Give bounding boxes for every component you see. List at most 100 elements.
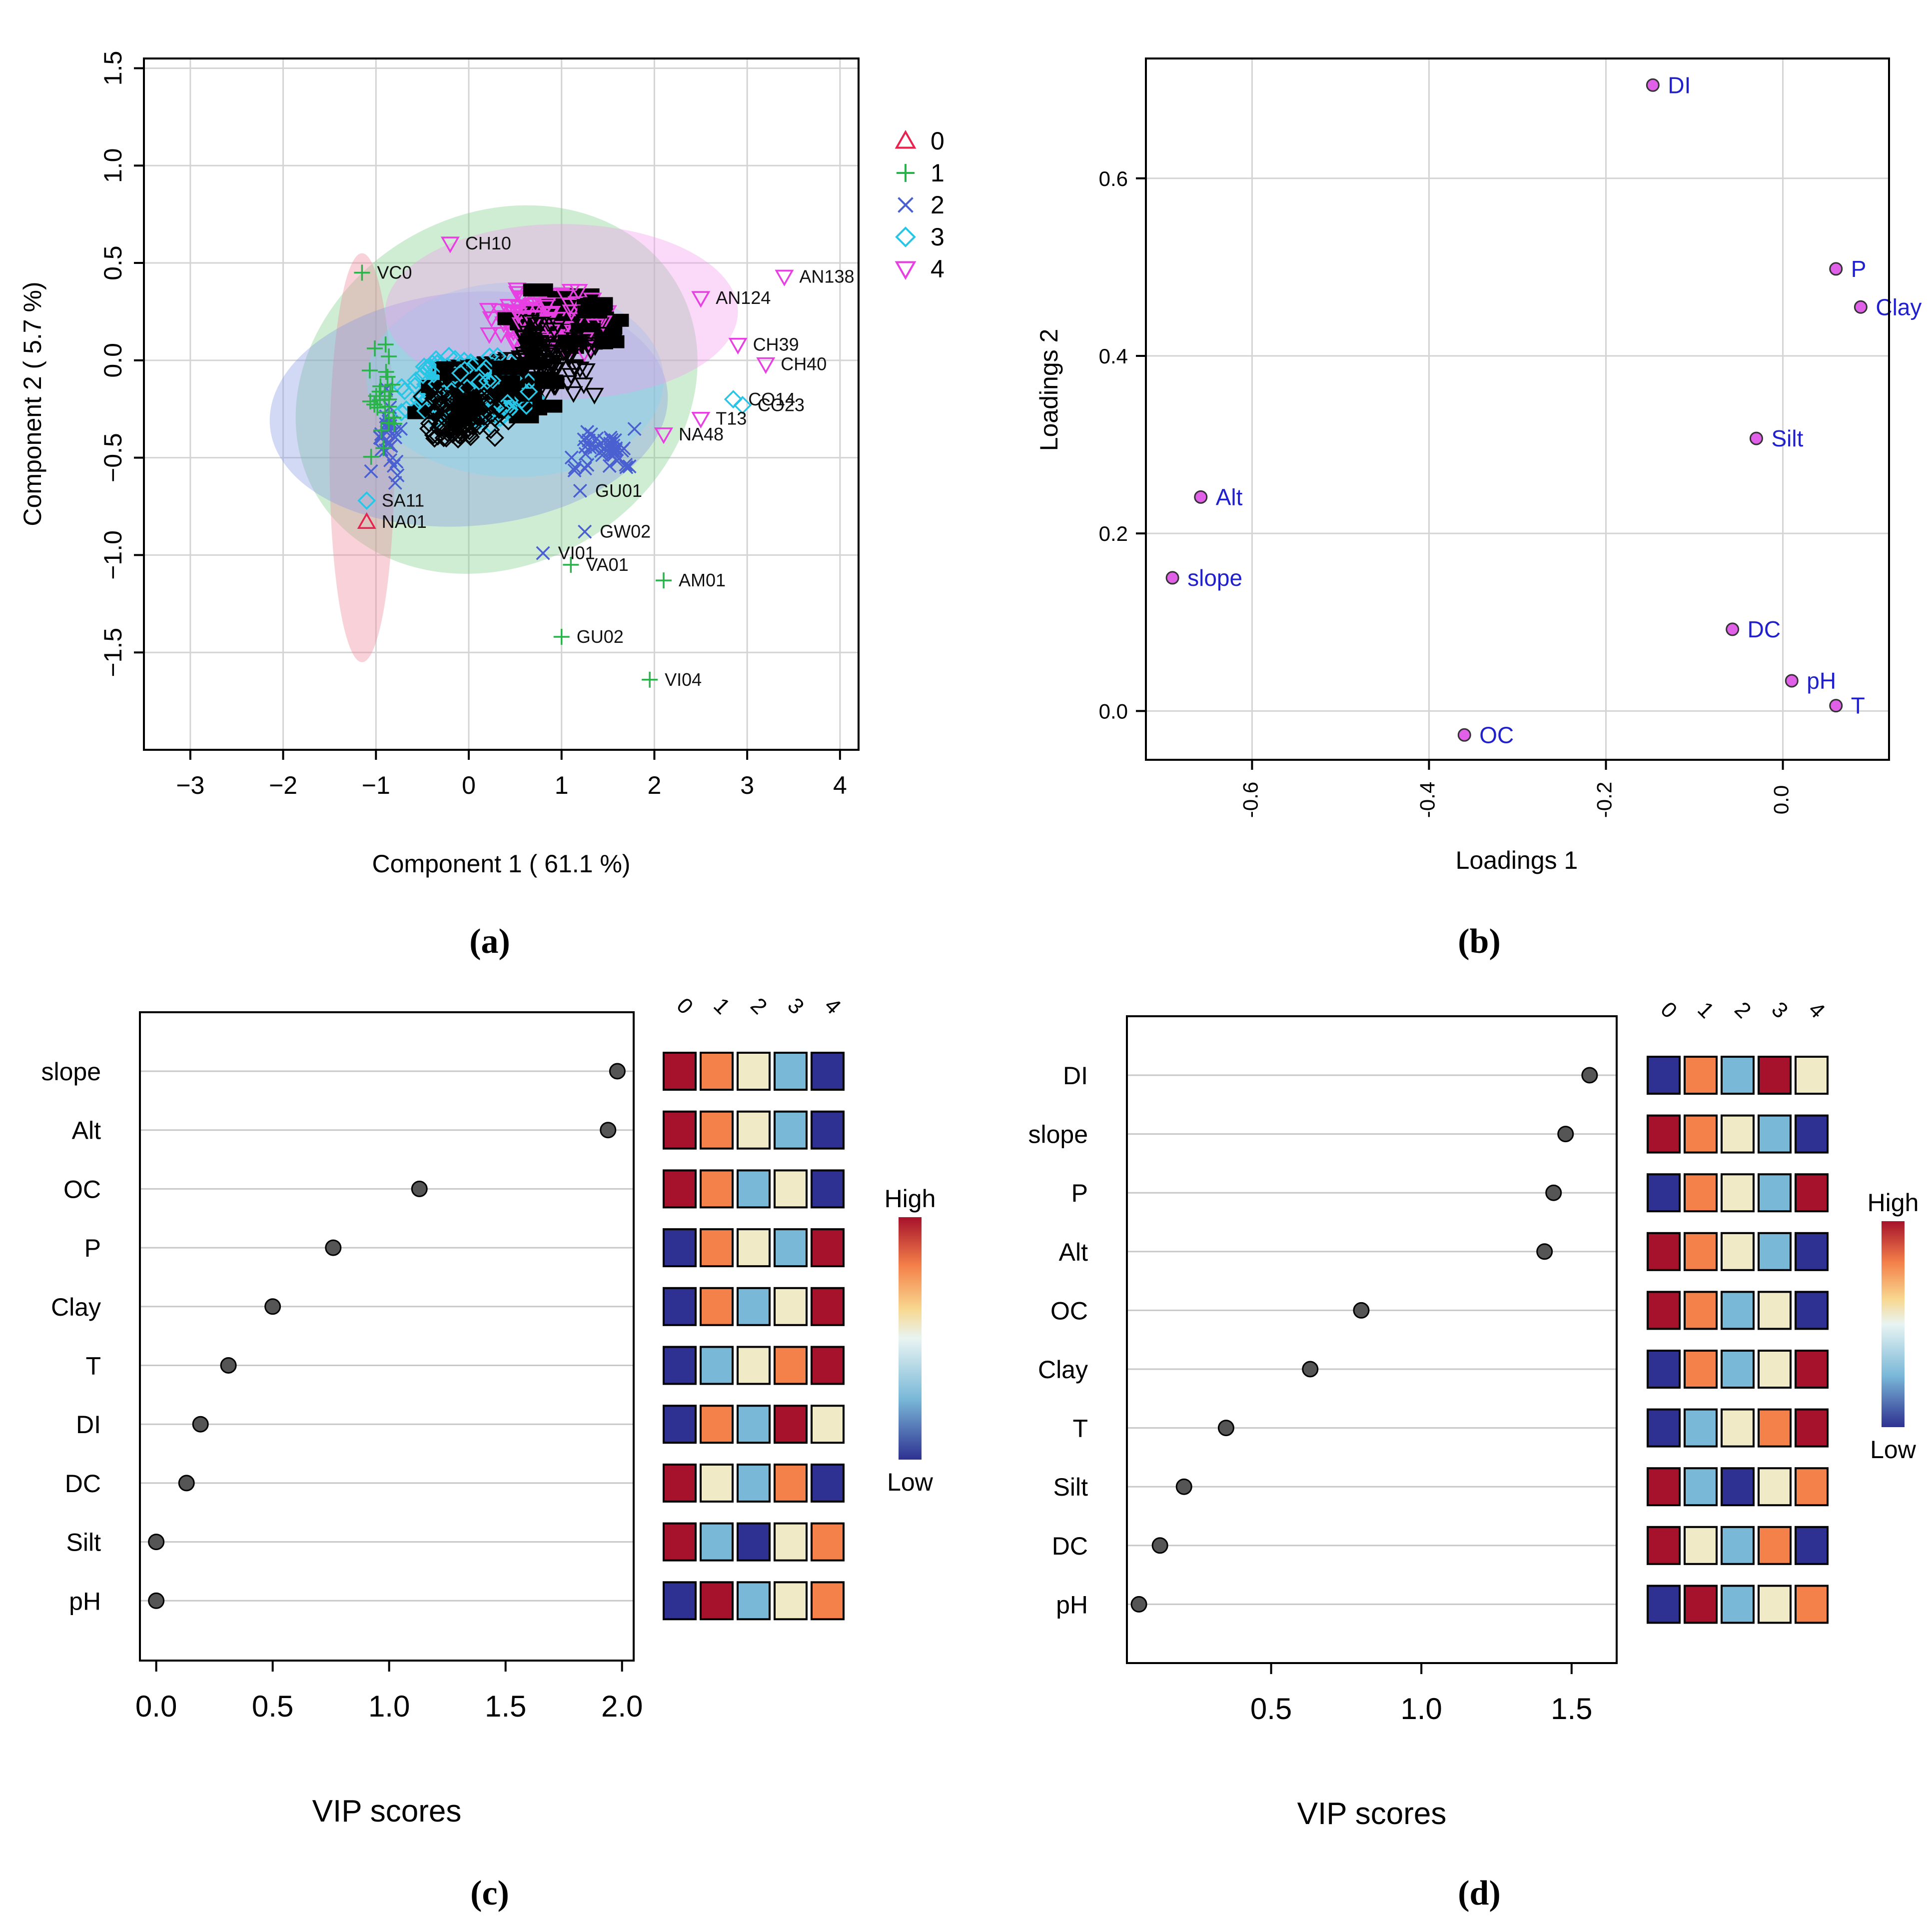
d-heatmap-cell [1795, 1350, 1829, 1389]
cloud-point [592, 438, 606, 452]
cloud-point [377, 336, 394, 353]
c-heatmap-cell [663, 1463, 697, 1503]
cloud-point [436, 418, 455, 437]
cross-marker [619, 460, 634, 474]
labeled-point-marker [642, 671, 658, 688]
c-heatmap-cell [811, 1405, 845, 1444]
plus-marker [361, 362, 378, 379]
panel-b-grid [1146, 58, 1889, 760]
legend-label-4: 4 [931, 255, 945, 283]
cloud-point [514, 329, 534, 346]
panel-b-axes: -0.6 -0.4 -0.2 0.0 0.0 0.2 0.4 0.6 [1099, 167, 1793, 818]
diamond-marker [470, 416, 489, 435]
d-heatmap-cell [1647, 1232, 1681, 1271]
diamond-marker [471, 388, 490, 407]
cloud-point [568, 460, 582, 475]
d-heatmap-column-label: 2 [1730, 997, 1756, 1023]
cloud-point [584, 427, 598, 441]
labeled-point-marker [357, 512, 376, 529]
loading-label: OC [1479, 722, 1514, 748]
cross-marker [384, 439, 398, 453]
cloud-point [608, 444, 622, 459]
cross-marker [610, 453, 624, 468]
d-vip-dot [1302, 1361, 1319, 1378]
overplotted-label [492, 362, 522, 375]
c-heatmap-cell [811, 1346, 845, 1385]
plus-marker [563, 556, 579, 573]
cloud-point [372, 378, 389, 394]
triangle-down-marker [574, 377, 594, 394]
cloud-point [434, 428, 453, 447]
point-label: AN138 [799, 266, 854, 286]
panel-b-points: DI P Clay Silt Alt slope DC pH T OC [1165, 72, 1922, 748]
cloud-point [437, 429, 456, 448]
loading-label: P [1851, 256, 1867, 282]
cloud-point [431, 415, 450, 434]
d-heatmap-cell [1795, 1232, 1829, 1271]
plus-marker [381, 348, 397, 364]
d-x-axis-title: VIP scores [1297, 1797, 1447, 1831]
c-heatmap-cell [737, 1581, 771, 1621]
cloud-point [517, 396, 536, 415]
d-heatmap-cell [1721, 1526, 1755, 1565]
d-vip-dot [1536, 1243, 1553, 1260]
d-variable-label: slope [1028, 1121, 1088, 1149]
cloud-point [565, 359, 584, 376]
cloud-point [374, 442, 389, 457]
c-heatmap-cell [774, 1405, 808, 1444]
plus-marker [656, 572, 672, 589]
d-heatmap-cell [1647, 1114, 1681, 1154]
y-tick-label: 1.0 [99, 148, 127, 183]
y-tick-label: 1.5 [99, 51, 127, 86]
labeled-point-marker [578, 524, 592, 539]
cross-marker [583, 440, 597, 455]
d-heatmap-cell [1684, 1350, 1718, 1389]
c-heatmap-cell [774, 1463, 808, 1503]
diamond-marker [453, 418, 472, 437]
diamond-marker [431, 415, 450, 434]
cloud-point [383, 453, 398, 467]
cloud-point [481, 386, 500, 405]
cloud-point [519, 382, 538, 401]
c-variable-label: Alt [72, 1117, 101, 1145]
cloud-point [570, 361, 590, 378]
cloud-point [373, 422, 389, 438]
y-tick-label: 0.0 [1099, 699, 1128, 723]
cross-marker [580, 424, 595, 439]
c-plot-frame [139, 1011, 635, 1662]
legend-marker-0 [895, 129, 917, 149]
x-tick-label: −1 [362, 771, 390, 799]
point-label: SA11 [382, 490, 424, 510]
plus-marker [372, 378, 389, 394]
d-heatmap-cell [1647, 1291, 1681, 1330]
c-heatmap-cell [663, 1522, 697, 1562]
point-label: VI04 [665, 669, 702, 690]
c-heatmap-cell [774, 1522, 808, 1562]
diamond-marker [478, 371, 497, 390]
d-vip-dot [1545, 1184, 1562, 1201]
point-label: CO23 [758, 394, 805, 415]
d-heatmap-cell [1721, 1350, 1755, 1389]
cross-marker [388, 475, 402, 490]
d-heatmap-cell [1721, 1291, 1755, 1330]
labeled-point-marker [573, 483, 587, 498]
cloud-point [537, 297, 557, 314]
point-label: T13 [716, 408, 747, 429]
triangle-down-marker [570, 361, 590, 378]
cloud-point [369, 399, 386, 416]
loading-point [1854, 300, 1868, 314]
d-heatmap-cell [1647, 1350, 1681, 1389]
triangle-down-marker [585, 387, 604, 405]
triangle-down-marker [728, 337, 748, 355]
labeled-point-marker [553, 629, 570, 645]
c-heatmap-cell [700, 1581, 734, 1621]
panel-a-plot-frame [143, 57, 860, 751]
cloud-point [569, 284, 588, 301]
cloud-point [476, 359, 495, 378]
d-heatmap-cell [1684, 1408, 1718, 1448]
d-heatmap-cell [1647, 1056, 1681, 1095]
c-heatmap-cell [774, 1581, 808, 1621]
cloud-point [564, 450, 579, 465]
cloud-point [388, 430, 403, 445]
cloud-point [384, 439, 398, 453]
